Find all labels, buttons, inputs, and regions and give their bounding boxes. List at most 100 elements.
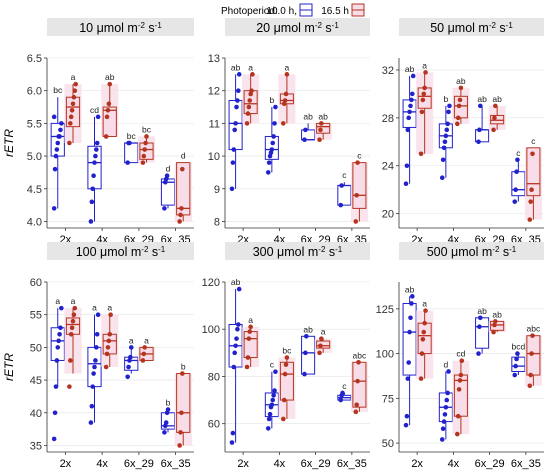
box-10h-2x: a	[50, 296, 65, 442]
legend-label-0: 10.0 h,	[266, 6, 297, 17]
significance-letter: ab	[492, 309, 502, 319]
panel-strip	[225, 18, 370, 36]
box-16h-4x: ab	[101, 72, 119, 139]
significance-letter: b	[181, 362, 186, 372]
box-body	[316, 122, 331, 134]
box-10h-2x: bc	[50, 85, 65, 211]
significance-letter: bc	[53, 85, 63, 95]
data-point	[353, 409, 359, 415]
x-tick-label: 6x_35	[337, 458, 367, 470]
x-tick-label: 2x	[411, 458, 423, 470]
box-body	[337, 185, 352, 206]
box-16h-2x: a	[64, 296, 82, 389]
significance-letter: bc	[142, 124, 152, 134]
data-point	[302, 371, 307, 377]
data-point	[265, 170, 271, 175]
significance-letter: c	[270, 360, 275, 370]
data-point	[319, 121, 324, 126]
box-16h-2x: a	[416, 60, 434, 157]
data-point	[440, 157, 446, 163]
data-point	[51, 114, 57, 120]
significance-letter: d	[166, 164, 171, 174]
data-point	[410, 294, 415, 299]
data-point	[140, 160, 146, 165]
significance-letter: bcd	[511, 342, 525, 352]
data-point	[405, 127, 411, 133]
significance-letter: ab	[303, 324, 313, 334]
box-10h-4x: a	[87, 303, 102, 425]
box-body	[176, 373, 191, 433]
data-point	[247, 98, 253, 103]
significance-letter: ab	[303, 111, 313, 121]
data-point	[478, 315, 483, 321]
data-point	[491, 329, 496, 335]
data-point	[128, 345, 134, 350]
significance-letter: a	[248, 315, 253, 325]
significance-letter: a	[55, 296, 60, 306]
data-point	[229, 186, 235, 192]
significance-letter: cd	[90, 105, 99, 115]
data-point	[304, 334, 309, 339]
data-point	[318, 127, 323, 133]
data-point	[283, 362, 289, 367]
data-point	[127, 140, 132, 146]
y-tick-label: 8	[214, 216, 220, 228]
data-point	[409, 301, 414, 306]
x-tick-label: 6x_29	[301, 458, 331, 470]
data-point	[273, 104, 278, 110]
y-axis-label: rETR	[2, 129, 16, 157]
panel-4: 100 μmol m-2 s-1 35 40 45 50 55 60 rETR 2x 4x 6x_2…	[2, 242, 194, 470]
y-tick-label: 12	[208, 86, 220, 98]
panel-strip	[47, 242, 194, 260]
y-tick-label: 45	[30, 375, 42, 387]
y-axis-label: rETR	[2, 353, 16, 381]
x-tick-label: 6x_29	[124, 458, 154, 470]
y-tick-label: 40	[30, 408, 42, 420]
data-point	[246, 104, 252, 110]
data-point	[477, 324, 482, 330]
box-body	[511, 171, 526, 197]
panel-title: 300 μmol m-2 s-1	[253, 245, 343, 260]
data-point	[246, 336, 252, 341]
y-tick-label: 55	[30, 310, 42, 322]
box-10h-6x_29: ab	[475, 306, 490, 356]
data-point	[458, 85, 464, 91]
legend: Photoperiod:10.0 h, 16.5 h	[221, 3, 365, 17]
box-body	[352, 162, 367, 209]
y-tick-label: 24	[382, 161, 394, 173]
data-point	[528, 199, 533, 204]
data-point	[514, 169, 519, 175]
data-point	[455, 431, 460, 437]
data-point	[445, 390, 450, 396]
data-point	[423, 308, 428, 313]
y-tick-label: 125	[376, 304, 394, 316]
data-point	[444, 127, 450, 133]
data-point	[54, 147, 60, 152]
data-point	[142, 345, 147, 350]
legend-title: Photoperiod:	[221, 6, 278, 17]
x-tick-label: 6x_35	[511, 458, 541, 470]
data-point	[404, 413, 410, 419]
significance-letter: d	[443, 359, 448, 369]
data-point	[244, 364, 250, 370]
data-point	[144, 134, 149, 139]
panel-strip	[399, 18, 544, 36]
data-point	[529, 351, 534, 356]
panel-strip	[47, 18, 194, 36]
box-16h-2x: a	[416, 299, 434, 381]
data-point	[108, 312, 113, 317]
data-point	[163, 420, 169, 425]
box-16h-6x_29: ab	[314, 111, 332, 143]
data-point	[53, 384, 59, 389]
data-point	[272, 388, 277, 393]
significance-letter: cd	[456, 349, 465, 359]
x-tick-label: 6x_35	[161, 458, 191, 470]
data-point	[103, 364, 109, 370]
data-point	[95, 312, 101, 317]
data-point	[443, 133, 449, 139]
data-point	[125, 160, 130, 165]
data-point	[69, 325, 75, 331]
data-point	[273, 369, 278, 375]
data-point	[478, 103, 483, 109]
box-16h-4x: a	[278, 62, 296, 126]
